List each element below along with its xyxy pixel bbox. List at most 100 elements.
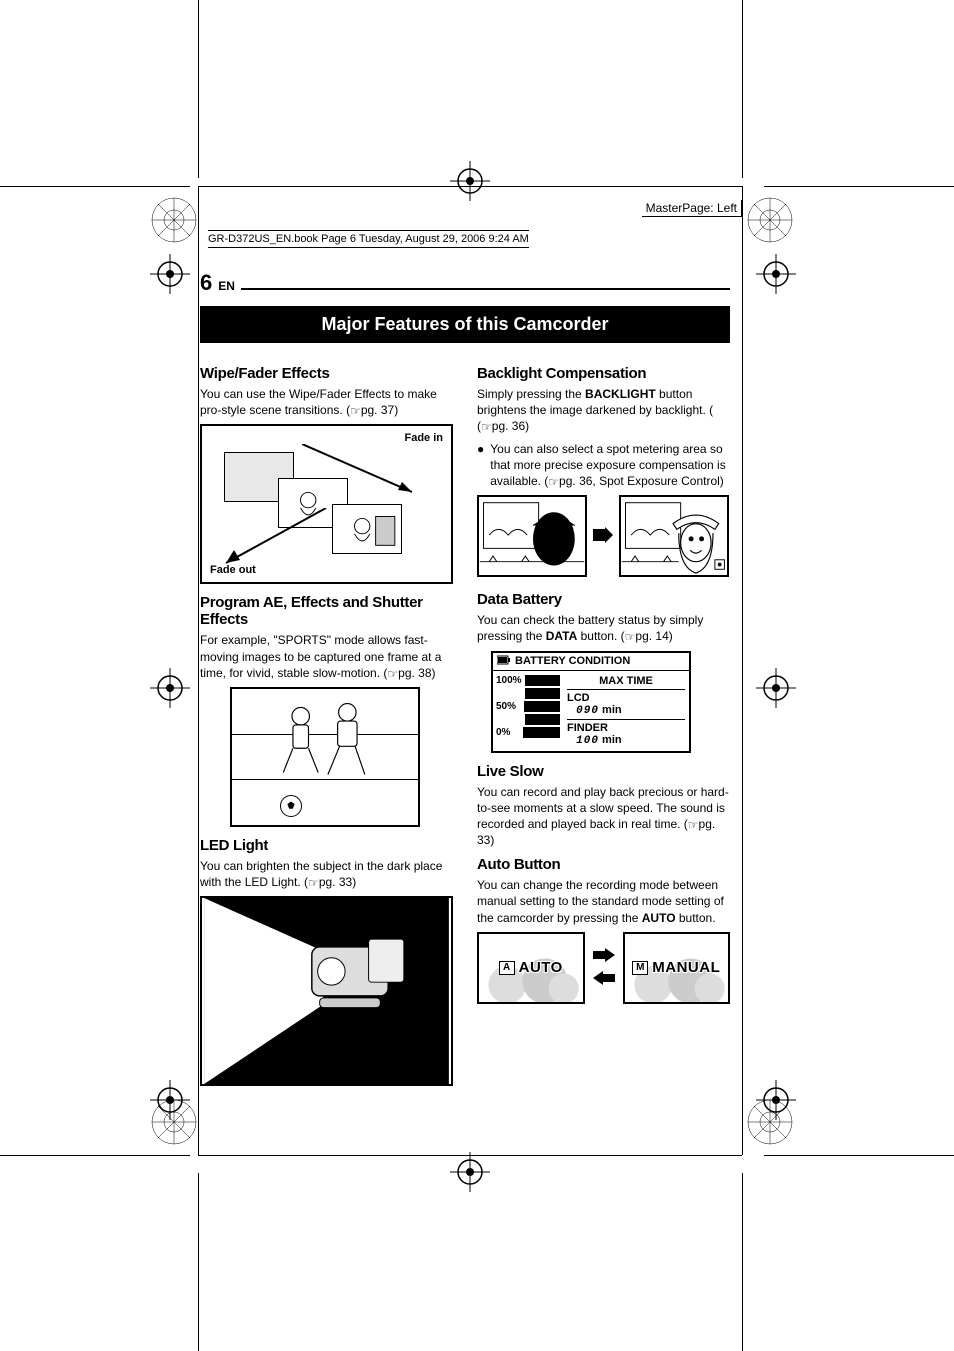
registration-mark xyxy=(756,668,796,708)
battery-ref: pg. 14) xyxy=(635,629,672,643)
crop-line xyxy=(742,1173,743,1351)
arrow-right-icon xyxy=(593,527,613,546)
wipe-ref: pg. 37) xyxy=(361,403,398,417)
backlight-before-frame xyxy=(477,495,587,577)
led-light-title: LED Light xyxy=(200,837,453,854)
fade-figure: Fade in Fade out xyxy=(200,424,453,584)
backlight-button-name: BACKLIGHT xyxy=(585,387,656,401)
led-light-text: You can brighten the subject in the dark… xyxy=(200,858,453,890)
registration-mark xyxy=(756,254,796,294)
battery-header-text: BATTERY CONDITION xyxy=(515,655,630,667)
fade-frame-3 xyxy=(332,504,402,554)
page-number: 6 xyxy=(200,270,212,296)
book-info: GR-D372US_EN.book Page 6 Tuesday, August… xyxy=(208,230,529,248)
rosette-icon xyxy=(150,196,198,244)
auto-button-title: Auto Button xyxy=(477,856,730,873)
page-ref-icon: ☞ xyxy=(548,474,559,490)
backlight-bullet: ● You can also select a spot metering ar… xyxy=(477,441,730,490)
soccer-ball-icon xyxy=(280,795,302,817)
master-page-label: MasterPage: Left xyxy=(642,200,742,217)
sports-figure xyxy=(230,687,420,827)
scale-100: 100% xyxy=(496,675,522,686)
frame-right xyxy=(742,186,743,1155)
scale-50: 50% xyxy=(496,701,516,712)
right-column: Backlight Compensation Simply pressing t… xyxy=(477,357,730,1096)
battery-panel: BATTERY CONDITION 100% 100% 50% 100% 0% … xyxy=(491,651,691,753)
live-slow-text: You can record and play back precious or… xyxy=(477,784,730,849)
wipe-fader-title: Wipe/Fader Effects xyxy=(200,365,453,382)
max-time-label: MAX TIME xyxy=(567,673,685,690)
backlight-bullet-text: You can also select a spot metering area… xyxy=(490,441,730,490)
page-language: EN xyxy=(218,279,235,293)
crop-line xyxy=(198,0,199,178)
rosette-icon xyxy=(746,196,794,244)
battery-scale: 100% 100% 50% 100% 0% xyxy=(493,671,563,751)
fade-in-label: Fade in xyxy=(404,432,443,444)
min-label-2: min xyxy=(602,734,622,746)
arrow-right-icon xyxy=(593,948,615,965)
frame-left xyxy=(198,186,199,1155)
registration-mark xyxy=(150,254,190,294)
program-ae-text: For example, "SPORTS" mode allows fast-m… xyxy=(200,632,453,681)
finder-label: FINDER xyxy=(567,722,608,734)
scale-0: 0% xyxy=(496,727,510,738)
backlight-text-a: Simply pressing the xyxy=(477,387,585,401)
registration-mark xyxy=(150,668,190,708)
rosette-icon xyxy=(150,1098,198,1146)
fade-out-arrow-icon xyxy=(216,508,336,581)
lcd-label: LCD xyxy=(567,692,590,704)
led-ref: pg. 33) xyxy=(319,875,356,889)
lcd-row: LCD 090 min xyxy=(567,690,685,720)
live-slow-title: Live Slow xyxy=(477,763,730,780)
lcd-value: 090 xyxy=(576,705,599,717)
auto-badge: A xyxy=(499,961,515,975)
page-header: 6 EN xyxy=(200,270,730,296)
battery-icon xyxy=(497,655,511,668)
battery-readout: MAX TIME LCD 090 min FINDER 100 min xyxy=(563,671,689,751)
crop-line xyxy=(764,186,954,187)
crop-line xyxy=(198,1173,199,1351)
page-ref-icon: ☞ xyxy=(625,629,636,645)
backlight-title: Backlight Compensation xyxy=(477,365,730,382)
min-label: min xyxy=(602,704,622,716)
backlight-figure xyxy=(477,495,730,577)
backlight-after-frame xyxy=(619,495,729,577)
fade-in-arrow-icon xyxy=(302,444,422,507)
battery-panel-header: BATTERY CONDITION xyxy=(493,653,689,671)
crop-line xyxy=(0,186,190,187)
data-battery-title: Data Battery xyxy=(477,591,730,608)
manual-frame: M MANUAL xyxy=(623,932,731,1004)
auto-button-name: AUTO xyxy=(642,911,676,925)
program-ae-title: Program AE, Effects and Shutter Effects xyxy=(200,594,453,628)
finder-value: 100 xyxy=(576,735,599,747)
left-column: Wipe/Fader Effects You can use the Wipe/… xyxy=(200,357,453,1096)
led-figure xyxy=(200,896,453,1086)
crop-line xyxy=(764,1155,954,1156)
program-ref: pg. 38) xyxy=(398,666,435,680)
page-ref-icon: ☞ xyxy=(688,817,699,833)
auto-frame: A AUTO xyxy=(477,932,585,1004)
manual-badge: M xyxy=(632,961,648,975)
finder-row: FINDER 100 min xyxy=(567,720,685,749)
page-content: 6 EN Major Features of this Camcorder Wi… xyxy=(200,270,730,1096)
registration-mark xyxy=(450,161,490,201)
arrow-left-icon xyxy=(593,971,615,988)
rosette-icon xyxy=(746,1098,794,1146)
backlight-text: Simply pressing the BACKLIGHT button bri… xyxy=(477,386,730,435)
page-ref-icon: ☞ xyxy=(387,666,398,682)
auto-button-text: You can change the recording mode betwee… xyxy=(477,877,730,926)
page-ref-icon: ☞ xyxy=(350,403,361,419)
page-title: Major Features of this Camcorder xyxy=(200,306,730,343)
page-ref-icon: ☞ xyxy=(481,419,492,435)
bullet-icon: ● xyxy=(477,441,484,490)
crop-line xyxy=(742,0,743,178)
backlight-ref: pg. 36) xyxy=(492,419,529,433)
wipe-text-span: You can use the Wipe/Fader Effects to ma… xyxy=(200,387,437,417)
crop-line xyxy=(0,1155,190,1156)
manual-label: MANUAL xyxy=(652,959,720,976)
data-battery-text: You can check the battery status by simp… xyxy=(477,612,730,644)
auto-text-b: button. xyxy=(676,911,716,925)
battery-text-b: button. ( xyxy=(577,629,624,643)
battery-button-name: DATA xyxy=(546,629,578,643)
wipe-fader-text: You can use the Wipe/Fader Effects to ma… xyxy=(200,386,453,418)
